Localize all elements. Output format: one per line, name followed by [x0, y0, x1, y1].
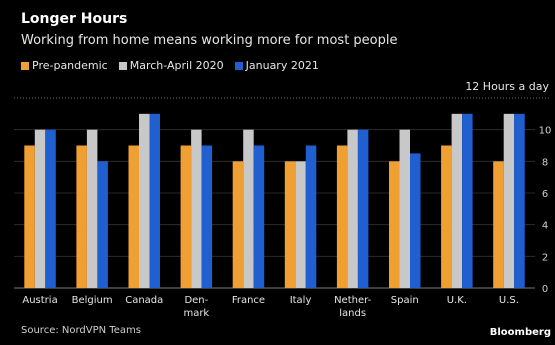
- bar-3-0: [180, 145, 192, 288]
- bar-4-2: [253, 145, 265, 288]
- bar-0-0: [24, 145, 35, 288]
- bar-2-1: [139, 113, 150, 288]
- bar-6-1: [347, 129, 358, 288]
- x-label-8-0: U.K.: [447, 295, 467, 306]
- bar-9-2: [514, 113, 525, 288]
- chart-legend: Pre-pandemic March-April 2020 January 20…: [21, 59, 325, 72]
- y-tick-5: 10: [539, 126, 552, 137]
- legend-label-1: March-April 2020: [129, 59, 224, 72]
- legend-swatch-1: [118, 61, 127, 70]
- chart-subtitle: Working from home means working more for…: [21, 33, 398, 48]
- chart-title: Longer Hours: [21, 11, 128, 27]
- legend-item-1: March-April 2020: [118, 59, 224, 72]
- legend-swatch-2: [234, 61, 243, 70]
- bar-2-2: [149, 113, 160, 288]
- bar-1-1: [86, 129, 98, 288]
- x-label-2-0: Canada: [125, 295, 163, 306]
- x-label-4-0: France: [232, 295, 265, 306]
- bar-6-2: [357, 129, 369, 288]
- bar-3-1: [191, 129, 202, 288]
- x-label-0-0: Austria: [22, 295, 57, 306]
- y-tick-3: 6: [542, 189, 548, 200]
- legend-item-2: January 2021: [234, 59, 319, 72]
- unit-label: 12 Hours a day: [465, 80, 549, 93]
- legend-label-2: January 2021: [245, 59, 319, 72]
- bar-1-2: [97, 161, 108, 288]
- x-label-5-0: Italy: [290, 295, 312, 306]
- bar-5-2: [305, 145, 317, 288]
- y-tick-1: 2: [542, 252, 548, 263]
- bar-4-1: [243, 129, 254, 288]
- bar-7-2: [410, 153, 421, 288]
- bar-7-1: [399, 129, 410, 288]
- source-note: Source: NordVPN Teams: [21, 325, 141, 336]
- x-label-6-1: lands: [339, 308, 366, 319]
- brand-logo: Bloomberg: [489, 327, 551, 338]
- bar-5-0: [284, 161, 296, 288]
- bar-3-2: [201, 145, 213, 288]
- y-tick-2: 4: [542, 221, 548, 232]
- legend-label-0: Pre-pandemic: [32, 59, 108, 72]
- bar-8-1: [451, 113, 463, 288]
- legend-swatch-0: [21, 61, 29, 70]
- x-label-7-0: Spain: [391, 295, 419, 306]
- y-tick-0: 0: [542, 284, 548, 295]
- bar-1-0: [76, 145, 87, 288]
- bar-9-0: [493, 161, 504, 288]
- bar-6-0: [336, 145, 348, 288]
- legend-item-0: Pre-pandemic: [21, 59, 108, 72]
- bar-2-0: [128, 145, 139, 288]
- x-label-9-0: U.S.: [499, 295, 519, 306]
- bar-0-1: [34, 129, 46, 288]
- x-label-1-0: Belgium: [72, 295, 113, 306]
- bar-8-2: [462, 113, 473, 288]
- bar-0-2: [45, 129, 56, 288]
- bar-7-0: [389, 161, 400, 288]
- x-label-3-1: mark: [183, 308, 209, 319]
- x-label-6-0: Nether-: [334, 295, 372, 306]
- x-label-3-0: Den-: [184, 295, 208, 306]
- bar-5-1: [295, 161, 306, 288]
- bar-8-0: [441, 145, 452, 288]
- y-tick-4: 8: [542, 157, 548, 168]
- bar-4-0: [232, 161, 244, 288]
- bar-9-1: [503, 113, 515, 288]
